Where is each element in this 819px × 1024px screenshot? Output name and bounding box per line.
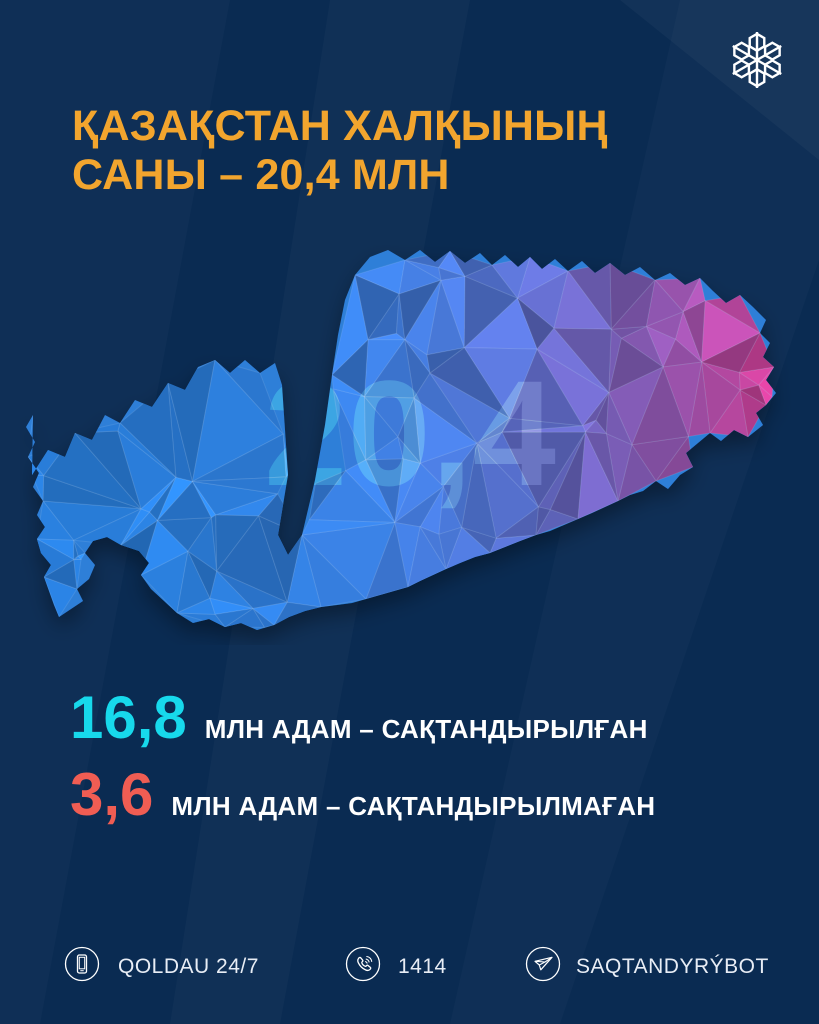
svg-text:20,4: 20,4: [264, 349, 556, 517]
